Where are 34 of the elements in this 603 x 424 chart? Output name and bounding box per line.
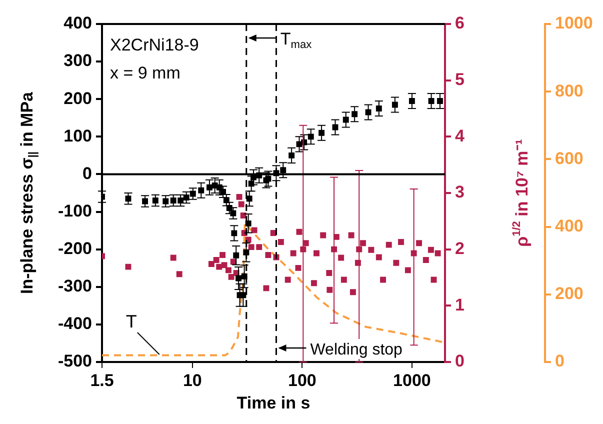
y2-tick-label: 2 <box>455 239 464 258</box>
ref-line-label: Welding stop <box>310 341 403 358</box>
y-tick-label: 300 <box>64 51 92 70</box>
y-tick-label: -100 <box>58 201 92 220</box>
annotation: T <box>126 311 137 332</box>
annotation: X2CrNi18-9 <box>110 36 199 55</box>
y-tick-label: -400 <box>58 314 92 334</box>
y-tick-label: -300 <box>58 276 92 296</box>
x-tick-label: 100 <box>288 370 316 390</box>
y-axis-title: In-plane stress σ|| in MPa <box>18 91 40 294</box>
x-tick-label: 1.5 <box>90 370 114 390</box>
y2-tick-label: 0 <box>455 352 464 371</box>
y2-axis-title: ρ1/2 in 10⁷ m⁻¹ <box>511 138 532 247</box>
x-axis-title: Time in s <box>236 394 310 413</box>
y3-tick-label: 1000 <box>555 14 593 33</box>
y2-tick-label: 6 <box>455 14 464 33</box>
y3-tick-label: 200 <box>555 284 584 304</box>
y2-tick-label: 1 <box>455 295 464 314</box>
y3-tick-label: 800 <box>555 81 584 100</box>
y-tick-label: -200 <box>58 239 92 258</box>
x-tick-label: 10 <box>182 370 202 390</box>
y2-tick-label: 3 <box>455 182 464 202</box>
y-tick-label: 200 <box>64 88 92 108</box>
y2-tick-label: 4 <box>455 126 465 146</box>
x-tick-label: 1000 <box>393 370 431 390</box>
y-tick-label: 0 <box>82 164 92 183</box>
y-tick-label: 400 <box>64 14 92 33</box>
y3-tick-label: 0 <box>555 352 564 371</box>
y3-tick-label: 400 <box>555 216 584 236</box>
annotation: x = 9 mm <box>110 64 180 83</box>
y3-tick-label: 600 <box>555 148 584 168</box>
y-tick-label: 100 <box>64 126 92 146</box>
y2-tick-label: 5 <box>455 70 464 90</box>
y-tick-label: -500 <box>58 352 92 371</box>
